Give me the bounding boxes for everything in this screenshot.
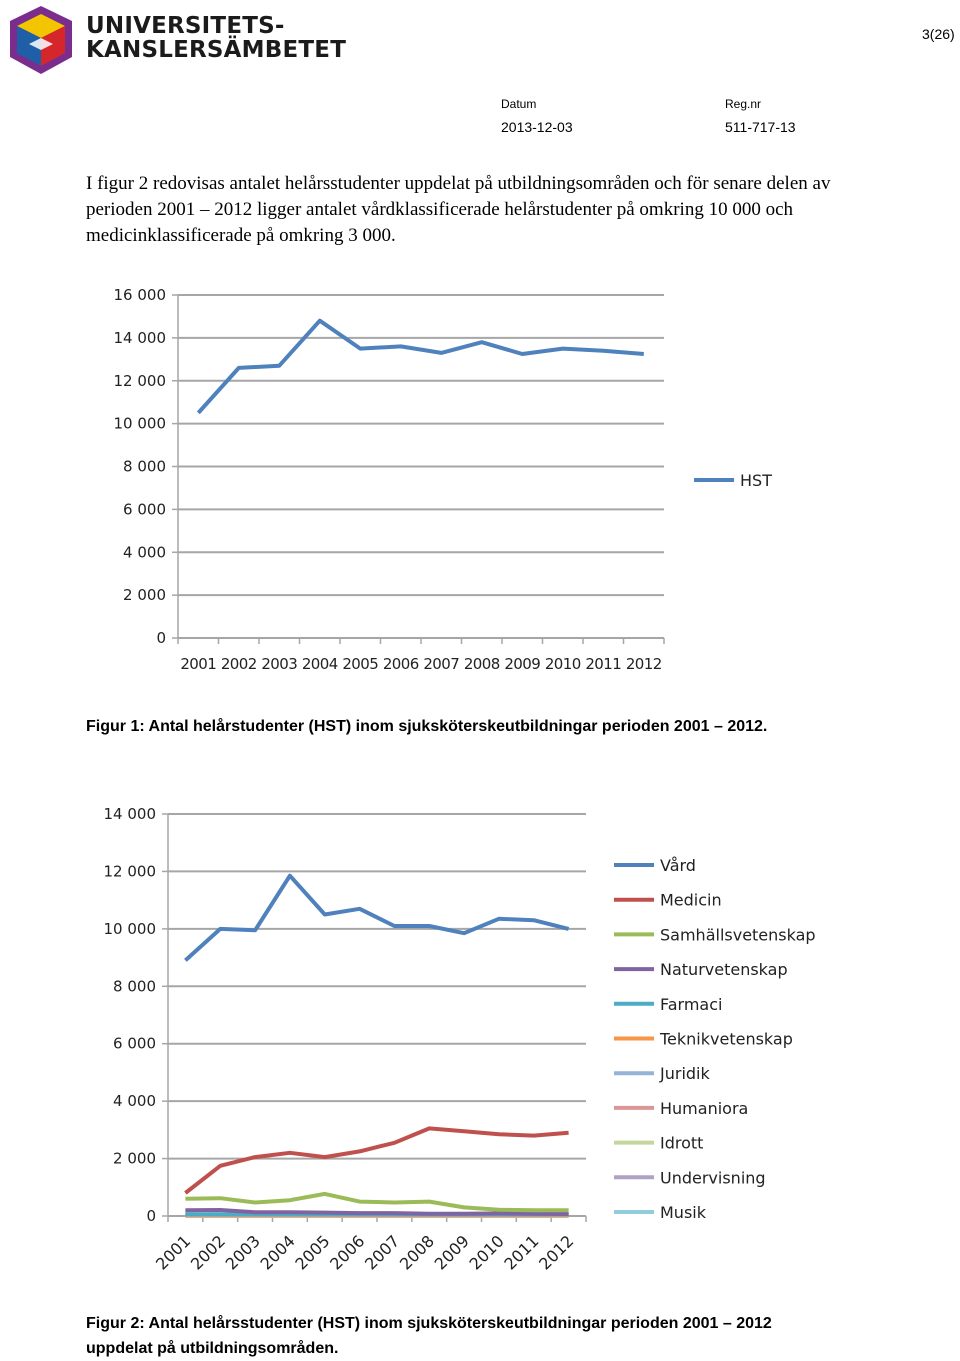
y-tick-label: 4 000 bbox=[123, 543, 166, 561]
y-tick-label: 2 000 bbox=[113, 1150, 156, 1168]
x-tick-label: 2009 bbox=[504, 655, 540, 673]
legend-label: Vård bbox=[660, 856, 696, 875]
y-tick-label: 14 000 bbox=[114, 329, 167, 347]
figure-2-caption-line-1: Figur 2: Antal helårsstudenter (HST) ino… bbox=[86, 1315, 772, 1332]
x-tick-label: 2004 bbox=[302, 655, 338, 673]
y-tick-label: 2 000 bbox=[123, 586, 166, 604]
legend-label: Naturvetenskap bbox=[660, 960, 788, 979]
date-label: Datum bbox=[501, 97, 537, 111]
logo bbox=[6, 4, 76, 76]
series-line-vård bbox=[184, 873, 570, 962]
x-tick-label: 2007 bbox=[361, 1231, 403, 1273]
page-number: 3(26) bbox=[922, 26, 955, 42]
legend-label: Farmaci bbox=[660, 995, 722, 1014]
x-tick-label: 2001 bbox=[180, 655, 216, 673]
legend-label: Samhällsvetenskap bbox=[660, 925, 816, 944]
legend-label: Undervisning bbox=[660, 1168, 766, 1187]
x-tick-label: 2007 bbox=[423, 655, 459, 673]
y-tick-label: 6 000 bbox=[113, 1035, 156, 1053]
x-tick-label: 2002 bbox=[187, 1231, 229, 1273]
x-tick-label: 2010 bbox=[466, 1231, 508, 1273]
y-tick-label: 14 000 bbox=[104, 805, 157, 823]
x-tick-label: 2002 bbox=[221, 655, 257, 673]
x-tick-label: 2006 bbox=[383, 655, 419, 673]
y-tick-label: 8 000 bbox=[123, 458, 166, 476]
series-line-samhällsvetenskap bbox=[185, 1191, 569, 1213]
legend-label: Musik bbox=[660, 1203, 707, 1222]
x-tick-label: 2004 bbox=[257, 1231, 299, 1273]
y-tick-label: 10 000 bbox=[104, 920, 157, 938]
y-tick-label: 0 bbox=[156, 629, 166, 647]
legend-label: HST bbox=[740, 471, 772, 490]
x-tick-label: 2011 bbox=[500, 1231, 542, 1273]
x-tick-label: 2010 bbox=[545, 655, 581, 673]
series-line-hst bbox=[196, 318, 644, 415]
logo-line-2: KANSLERSÄMBETET bbox=[86, 37, 347, 63]
figure-1-caption: Figur 1: Antal helårstudenter (HST) inom… bbox=[86, 718, 768, 735]
x-tick-label: 2005 bbox=[291, 1231, 333, 1273]
x-tick-label: 2003 bbox=[222, 1231, 264, 1273]
x-tick-label: 2005 bbox=[342, 655, 378, 673]
legend-label: Juridik bbox=[659, 1064, 710, 1083]
y-tick-label: 0 bbox=[146, 1207, 156, 1225]
chart-hst: 0 2 000 4 000 6 000 8 000 10 000 12 000 14 000 1… bbox=[114, 286, 773, 673]
x-tick-label: 2009 bbox=[431, 1231, 473, 1273]
legend-label: Teknikvetenskap bbox=[659, 1030, 793, 1049]
x-tick-label: 2001 bbox=[152, 1231, 194, 1273]
logo-icon bbox=[10, 6, 72, 74]
y-tick-label: 12 000 bbox=[104, 862, 157, 880]
reg-value: 511-717-13 bbox=[725, 119, 796, 135]
legend-label: Idrott bbox=[660, 1134, 703, 1153]
chart-areas: 0 2 000 4 000 6 000 8 000 10 000 12 000 14 000 2… bbox=[104, 805, 816, 1274]
x-tick-label: 2003 bbox=[261, 655, 297, 673]
logo-line-1: UNIVERSITETS- bbox=[86, 13, 285, 39]
series-line-medicin bbox=[184, 1126, 569, 1195]
reg-label: Reg.nr bbox=[725, 97, 762, 111]
intro-paragraph: I figur 2 redovisas antalet helårsstuden… bbox=[86, 173, 831, 246]
x-tick-label: 2008 bbox=[464, 655, 500, 673]
x-tick-label: 2008 bbox=[396, 1231, 438, 1273]
x-tick-label: 2012 bbox=[626, 655, 662, 673]
y-tick-label: 12 000 bbox=[114, 372, 167, 390]
legend-label: Humaniora bbox=[660, 1099, 748, 1118]
x-tick-label: 2006 bbox=[326, 1231, 368, 1273]
y-tick-label: 4 000 bbox=[113, 1092, 156, 1110]
y-tick-label: 10 000 bbox=[114, 415, 167, 433]
y-tick-label: 6 000 bbox=[123, 500, 166, 518]
x-tick-label: 2011 bbox=[585, 655, 621, 673]
series-line-naturvetenskap bbox=[185, 1208, 569, 1216]
figure-2-caption-line-2: uppdelat på utbildningsområden. bbox=[86, 1340, 339, 1357]
y-tick-label: 16 000 bbox=[114, 286, 167, 304]
legend-label: Medicin bbox=[660, 891, 722, 910]
date-value: 2013-12-03 bbox=[501, 119, 573, 135]
x-tick-label: 2012 bbox=[535, 1231, 577, 1273]
y-tick-label: 8 000 bbox=[113, 977, 156, 995]
